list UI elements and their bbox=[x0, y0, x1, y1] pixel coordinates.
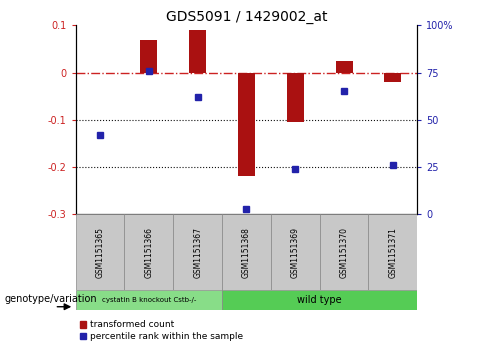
Text: GSM1151370: GSM1151370 bbox=[340, 227, 348, 278]
Text: GSM1151366: GSM1151366 bbox=[144, 227, 153, 278]
Bar bbox=[222, 214, 271, 290]
Text: GSM1151365: GSM1151365 bbox=[96, 227, 104, 278]
Title: GDS5091 / 1429002_at: GDS5091 / 1429002_at bbox=[166, 11, 327, 24]
Bar bbox=[222, 290, 417, 310]
Bar bbox=[141, 40, 158, 73]
Bar bbox=[271, 214, 320, 290]
Bar bbox=[368, 214, 417, 290]
Bar bbox=[124, 214, 173, 290]
Bar bbox=[320, 214, 368, 290]
Text: GSM1151368: GSM1151368 bbox=[242, 227, 251, 278]
Bar bbox=[287, 73, 304, 122]
Bar bbox=[76, 290, 222, 310]
Legend: transformed count, percentile rank within the sample: transformed count, percentile rank withi… bbox=[80, 320, 243, 341]
Text: GSM1151371: GSM1151371 bbox=[388, 227, 397, 278]
Bar bbox=[336, 61, 353, 73]
Bar bbox=[189, 30, 206, 73]
Bar bbox=[173, 214, 222, 290]
Text: wild type: wild type bbox=[297, 295, 342, 305]
Text: cystatin B knockout Cstb-/-: cystatin B knockout Cstb-/- bbox=[102, 297, 196, 303]
Bar bbox=[76, 214, 124, 290]
Text: GSM1151369: GSM1151369 bbox=[291, 227, 300, 278]
Bar bbox=[238, 73, 255, 176]
Text: GSM1151367: GSM1151367 bbox=[193, 227, 202, 278]
Bar bbox=[385, 73, 402, 82]
Text: genotype/variation: genotype/variation bbox=[5, 294, 98, 305]
